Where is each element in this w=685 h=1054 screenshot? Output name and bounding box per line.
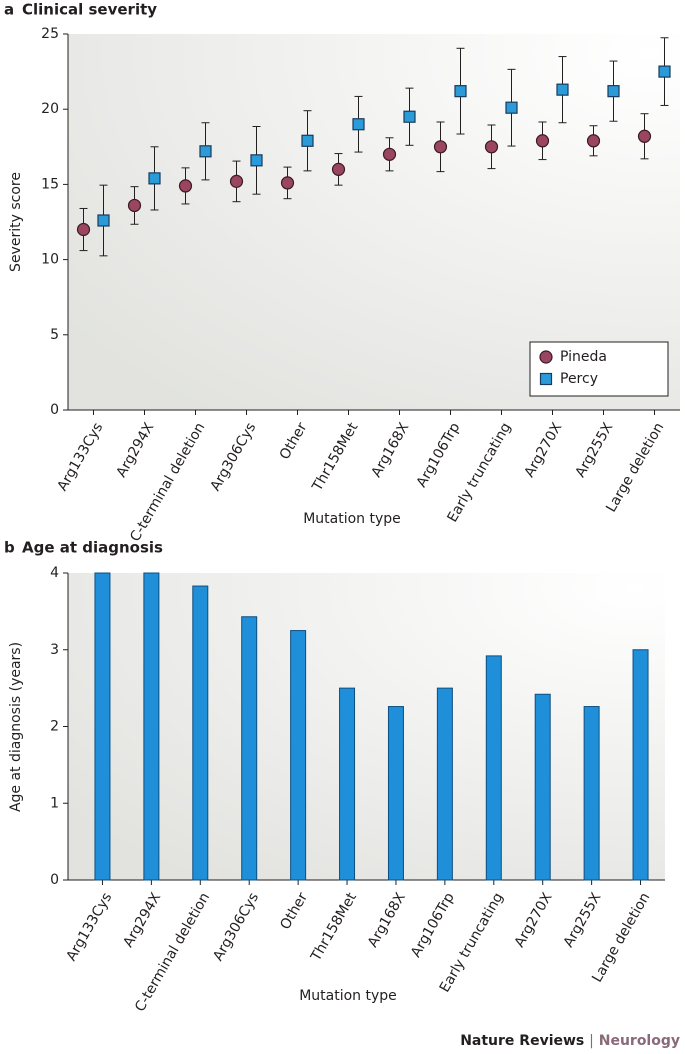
legend-label: Pineda xyxy=(560,349,607,365)
marker xyxy=(97,214,110,227)
marker xyxy=(454,85,467,98)
bar xyxy=(192,585,209,881)
y-tick-label: 20 xyxy=(41,101,59,117)
marker xyxy=(178,179,193,193)
x-tick-label: Arg270X xyxy=(512,890,556,951)
chart-title: Clinical severity xyxy=(22,1,157,19)
marker xyxy=(433,140,448,154)
marker xyxy=(403,110,416,123)
x-tick-label: Arg255X xyxy=(561,890,605,951)
marker xyxy=(280,176,295,190)
marker xyxy=(556,83,569,96)
x-tick-label: Other xyxy=(277,420,311,463)
x-tick-label: Arg294X xyxy=(113,420,157,481)
y-tick-label: 0 xyxy=(50,872,59,888)
marker xyxy=(535,134,550,148)
x-tick-label: Thr158Met xyxy=(308,890,361,965)
y-tick-label: 0 xyxy=(50,402,59,418)
y-tick-label: 10 xyxy=(41,252,59,268)
panel-label: a xyxy=(4,1,14,19)
x-tick-label: Other xyxy=(277,890,311,933)
marker xyxy=(607,85,620,98)
bar xyxy=(290,630,307,881)
y-axis-title: Severity score xyxy=(8,172,24,272)
bar xyxy=(485,655,502,881)
marker xyxy=(484,140,499,154)
marker xyxy=(505,101,518,114)
marker xyxy=(148,172,161,185)
marker xyxy=(586,134,601,148)
x-tick-label: Arg306Cys xyxy=(210,890,262,964)
y-tick-label: 15 xyxy=(41,176,59,192)
footer: Nature Reviews | Neurology xyxy=(460,1033,680,1049)
x-tick-label: Arg133Cys xyxy=(55,420,107,494)
marker xyxy=(199,145,212,158)
x-tick-label: Arg255X xyxy=(572,420,616,481)
y-tick-label: 4 xyxy=(50,565,59,581)
legend-box xyxy=(529,341,669,397)
x-tick-label: Arg294X xyxy=(120,890,164,951)
x-axis-title: Mutation type xyxy=(299,988,397,1004)
plot-background xyxy=(68,573,665,880)
legend-marker xyxy=(539,372,553,386)
y-tick-label: 5 xyxy=(50,327,59,343)
x-tick-label: Arg168X xyxy=(368,420,412,481)
bar xyxy=(534,693,551,881)
legend-label: Percy xyxy=(560,371,598,387)
marker xyxy=(382,147,397,161)
x-tick-label: Arg270X xyxy=(521,420,565,481)
bar xyxy=(94,572,111,881)
marker xyxy=(637,129,652,143)
bar xyxy=(583,706,600,881)
footer-publisher: Nature Reviews xyxy=(460,1033,584,1049)
bar xyxy=(241,616,258,881)
x-tick-label: Thr158Met xyxy=(309,420,362,495)
x-tick-label: Arg106Trp xyxy=(408,890,458,960)
panel-label: b xyxy=(4,539,15,557)
y-tick-label: 3 xyxy=(50,642,59,658)
footer-journal: Neurology xyxy=(599,1033,680,1049)
chart-title: Age at diagnosis xyxy=(22,539,163,557)
marker xyxy=(658,65,671,78)
bar xyxy=(632,649,649,881)
bar xyxy=(339,687,356,881)
x-tick-label: Large deletion xyxy=(603,420,667,515)
y-tick-label: 2 xyxy=(50,719,59,735)
y-axis-title: Age at diagnosis (years) xyxy=(8,642,24,812)
bar xyxy=(436,687,453,881)
marker xyxy=(250,154,263,167)
bar xyxy=(387,706,404,881)
marker xyxy=(76,222,91,237)
footer-separator: | xyxy=(589,1033,594,1049)
marker xyxy=(352,118,365,131)
x-tick-label: Arg133Cys xyxy=(63,890,115,964)
y-tick-label: 25 xyxy=(41,26,59,42)
marker xyxy=(301,134,314,147)
marker xyxy=(127,198,142,213)
x-tick-label: Arg168X xyxy=(365,890,409,951)
marker xyxy=(229,174,244,188)
marker xyxy=(331,162,346,176)
y-tick-label: 1 xyxy=(50,795,59,811)
bar xyxy=(143,572,160,881)
x-axis-title: Mutation type xyxy=(303,511,401,527)
legend-marker xyxy=(539,350,553,364)
x-tick-label: Arg306Cys xyxy=(208,420,260,494)
x-tick-label: Arg106Trp xyxy=(414,420,464,490)
